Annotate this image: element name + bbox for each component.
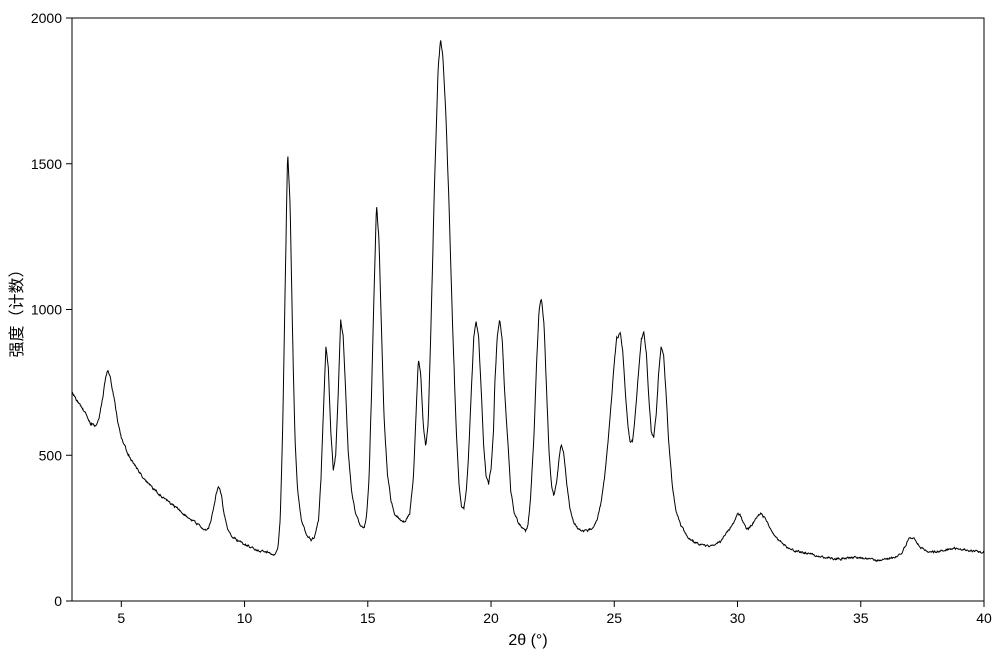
x-tick-label: 10 [237,610,253,626]
y-tick-label: 0 [54,593,62,609]
y-tick-label: 2000 [31,10,62,26]
plot-border [72,18,984,601]
xrd-chart: 5 10 15 20 25 30 35 40 0 500 1000 1500 2000 2θ (°) 强度（… [0,0,1000,656]
x-tick-label: 15 [360,610,376,626]
y-tick-label: 1500 [31,156,62,172]
y-tick-label: 1000 [31,302,62,318]
y-tick-label: 500 [39,447,63,463]
x-tick-label: 30 [730,610,746,626]
xrd-trace [72,40,984,561]
x-tick-label: 35 [853,610,869,626]
chart-svg: 5 10 15 20 25 30 35 40 0 500 1000 1500 2000 2θ (°) 强度（… [0,0,1000,656]
y-axis-label: 强度（计数） [8,261,26,357]
x-axis-label: 2θ (°) [508,632,547,649]
x-tick-label: 25 [606,610,622,626]
x-tick-label: 5 [117,610,125,626]
x-tick-label: 40 [976,610,992,626]
x-tick-label: 20 [483,610,499,626]
